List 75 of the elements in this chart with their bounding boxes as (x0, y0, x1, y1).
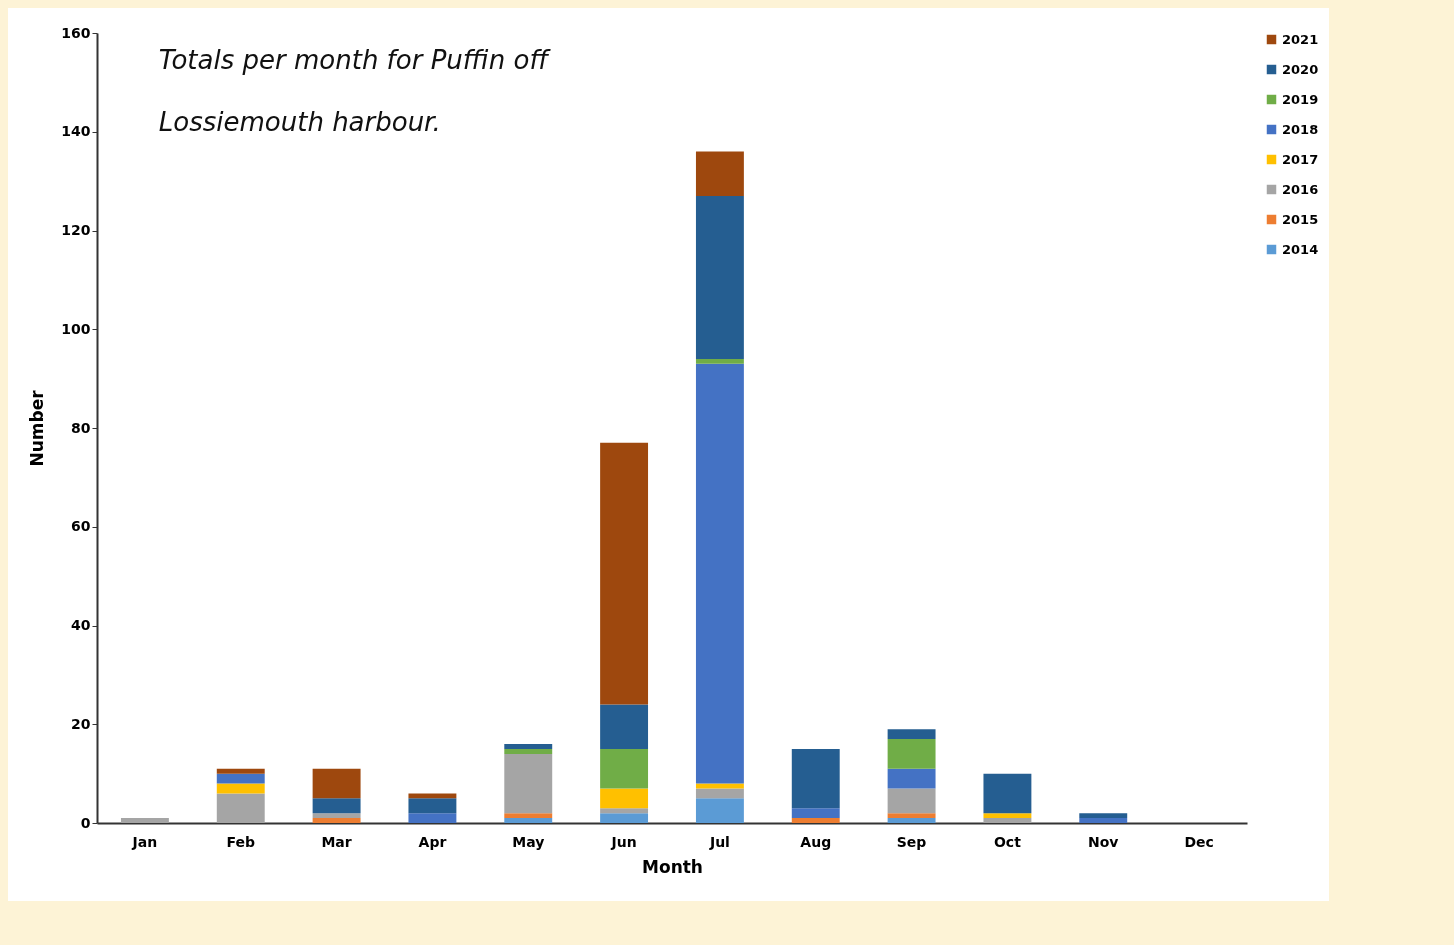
bar (983, 818, 1032, 823)
bar (504, 748, 553, 754)
x-tick-label: Jan (131, 833, 158, 850)
bar (600, 808, 649, 814)
bar (791, 818, 840, 823)
bar (887, 818, 936, 823)
bar (216, 773, 265, 784)
legend-label: 2016 (1282, 181, 1319, 197)
bar (695, 151, 744, 196)
chart-title: Totals per month for Puffin off Lossiemouth harbour. (158, 45, 549, 137)
bar (695, 358, 744, 364)
bar (312, 813, 361, 819)
bar (408, 798, 457, 814)
y-tick-label: 140 (61, 123, 91, 140)
bar (600, 704, 649, 749)
bar (504, 818, 553, 823)
bar (1079, 813, 1128, 819)
x-tick-label: Mar (321, 833, 352, 850)
bar (312, 798, 361, 814)
y-tick-label: 40 (71, 617, 91, 633)
y-tick-label: 20 (71, 715, 91, 732)
bar (695, 788, 744, 799)
bar (600, 813, 649, 823)
y-tick-label: 60 (71, 518, 91, 535)
x-tick-label: Apr (418, 833, 447, 850)
bar (408, 793, 457, 799)
bar (887, 768, 936, 789)
x-tick-label: May (512, 833, 545, 850)
legend-label: 2020 (1282, 61, 1319, 77)
bar (216, 768, 265, 774)
legend-label: 2017 (1282, 151, 1319, 167)
x-tick-label: Jun (610, 833, 637, 850)
y-tick-label: 120 (61, 222, 91, 238)
y-tick-label: 160 (61, 24, 91, 41)
y-tick-label: 0 (80, 814, 91, 831)
x-tick-label: Sep (896, 833, 927, 850)
bar (504, 813, 553, 819)
bar (504, 744, 553, 749)
bar (887, 788, 936, 814)
bar (791, 748, 840, 809)
bar (695, 363, 744, 784)
x-tick-label: Aug (800, 833, 832, 850)
y-axis-title: Number (27, 389, 48, 467)
bar (695, 798, 744, 823)
bar (791, 808, 840, 819)
legend-label: 2014 (1282, 241, 1319, 257)
bar (600, 748, 649, 789)
legend-label: 2018 (1282, 121, 1319, 137)
x-tick-label: Nov (1088, 833, 1119, 850)
bar (1079, 818, 1128, 823)
bar (216, 783, 265, 794)
bar (600, 788, 649, 809)
bar (216, 793, 265, 823)
bar (887, 813, 936, 819)
y-tick-label: 80 (71, 419, 91, 436)
bar (600, 442, 649, 705)
x-tick-label: Jul (708, 833, 730, 850)
bar (408, 813, 457, 823)
bar (983, 813, 1032, 819)
bar (695, 195, 744, 359)
x-axis-title: Month (642, 856, 703, 877)
bar (312, 768, 361, 799)
bar (312, 818, 361, 823)
bar (887, 739, 936, 769)
y-tick-label: 100 (61, 320, 91, 337)
legend-label: 2021 (1282, 31, 1319, 47)
bar (887, 729, 936, 740)
legend-label: 2019 (1282, 91, 1319, 107)
bar (120, 818, 169, 823)
x-tick-label: Dec (1184, 833, 1214, 850)
x-tick-label: Oct (993, 833, 1022, 850)
bar (504, 753, 553, 814)
x-tick-label: Feb (226, 833, 256, 850)
bar (983, 773, 1032, 814)
legend-label: 2015 (1282, 211, 1319, 227)
